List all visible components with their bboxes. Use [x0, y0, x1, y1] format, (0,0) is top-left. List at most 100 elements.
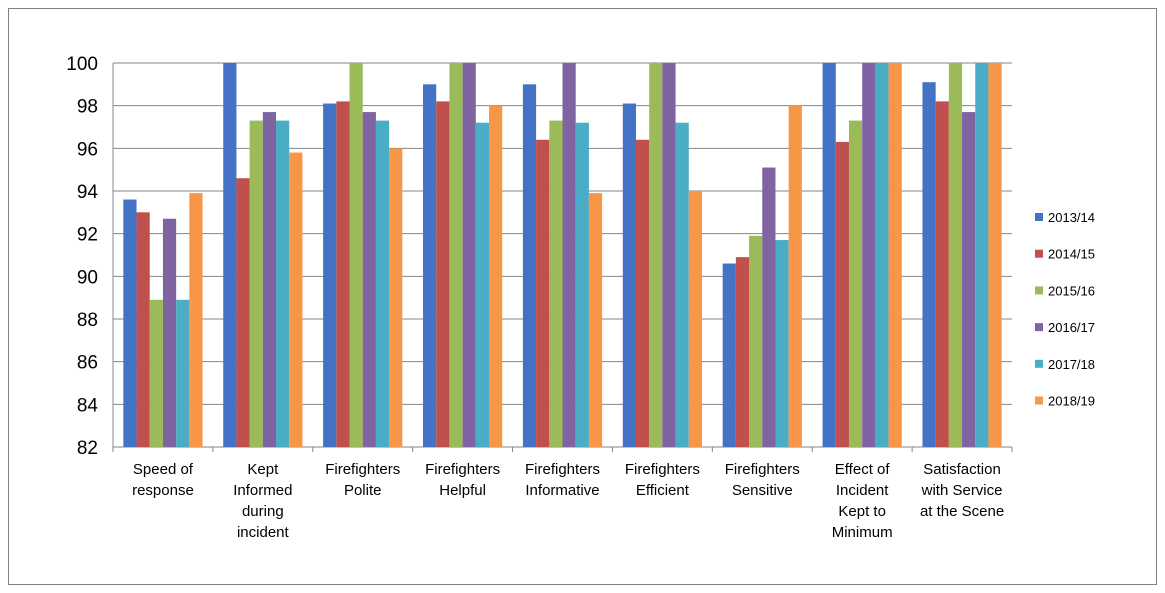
bar [489, 105, 503, 448]
x-category-label-line: Kept [247, 461, 279, 478]
x-category-label-line: Effect of [835, 461, 891, 478]
legend-label: 2015/16 [1048, 283, 1095, 298]
legend-label: 2014/15 [1048, 247, 1095, 262]
bar [189, 193, 203, 447]
bar [749, 235, 763, 447]
x-category-label-line: Firefighters [325, 461, 400, 478]
y-tick-label: 96 [77, 139, 98, 160]
bar [575, 122, 589, 447]
legend-swatch [1035, 396, 1043, 405]
x-category-label-line: Efficient [636, 482, 690, 499]
x-category-label: Effect of Incident Kept to Minimum [832, 461, 893, 541]
x-category-label-line: with Service [921, 482, 1003, 499]
y-tick-label: 82 [77, 438, 98, 459]
bar [822, 63, 836, 447]
bar [948, 63, 963, 447]
y-tick-label: 92 [77, 225, 98, 246]
legend-label: 2018/19 [1048, 394, 1095, 409]
x-category-label-line: Speed of [133, 461, 194, 478]
bar [536, 139, 550, 448]
bar [389, 148, 403, 448]
bar [262, 112, 277, 448]
bar [888, 63, 902, 447]
bar [176, 299, 190, 447]
bar [735, 257, 750, 447]
bar [375, 120, 390, 447]
legend-label: 2016/17 [1048, 320, 1095, 335]
bar [722, 263, 736, 447]
x-category-label: Firefighters Efficient [625, 461, 700, 499]
bar [149, 299, 163, 447]
legend-swatch [1035, 359, 1043, 368]
bar [123, 199, 137, 447]
bar [775, 240, 789, 447]
bar [549, 120, 563, 447]
bar [449, 63, 463, 447]
y-tick-label: 84 [77, 395, 99, 416]
y-tick-label: 86 [77, 353, 98, 374]
bar [922, 82, 936, 447]
bar [675, 122, 689, 447]
y-tick-label: 94 [77, 182, 99, 203]
x-category-label-line: Incident [836, 482, 889, 499]
x-category-label-line: at the Scene [920, 503, 1004, 520]
x-category-label-line: response [132, 482, 194, 499]
legend-swatch [1035, 286, 1043, 295]
y-tick-label: 90 [77, 267, 98, 288]
x-category-label: Firefighters Sensitive [725, 461, 800, 499]
bar [249, 120, 263, 447]
bar [875, 63, 889, 447]
x-category-label-line: Sensitive [732, 482, 793, 499]
x-category-label-line: Informative [525, 482, 599, 499]
bar [236, 178, 250, 447]
x-category-label-line: Kept to [838, 503, 886, 520]
bar [289, 152, 303, 447]
bar [136, 212, 150, 447]
bar [762, 167, 776, 448]
bar [622, 103, 636, 448]
bar [962, 112, 976, 448]
bar [975, 63, 989, 447]
x-category-label-line: Firefighters [425, 461, 500, 478]
x-category-label-line: Firefighters [525, 461, 600, 478]
bar [935, 101, 949, 448]
bar [223, 63, 237, 447]
x-category-label-line: Polite [344, 482, 382, 499]
legend-label: 2013/14 [1048, 210, 1095, 225]
y-tick-label: 98 [77, 97, 98, 118]
bar [423, 84, 437, 447]
bar [349, 63, 363, 447]
x-category-label-line: Satisfaction [923, 461, 1001, 478]
x-category-label: Firefighters Helpful [425, 461, 500, 499]
bar [462, 63, 476, 447]
bar [848, 120, 863, 447]
x-category-label-line: Firefighters [625, 461, 700, 478]
x-category-label: Firefighters Informative [525, 461, 600, 499]
bar [475, 122, 490, 447]
x-category-label: Kept Informed during incident [233, 461, 292, 541]
bar [336, 101, 350, 448]
x-category-label: Firefighters Polite [325, 461, 400, 499]
bar [562, 63, 576, 447]
bar [688, 191, 702, 447]
bar [649, 63, 663, 447]
bar [522, 84, 537, 447]
bar [162, 218, 177, 447]
x-category-label-line: incident [237, 524, 290, 541]
y-tick-label: 88 [77, 310, 98, 331]
legend-swatch [1035, 249, 1043, 258]
x-category-label-line: Informed [233, 482, 292, 499]
bar [835, 141, 849, 447]
x-category-label: Speed of response [132, 461, 194, 499]
legend-swatch [1035, 323, 1043, 332]
x-category-label: Satisfaction with Service at the Scene [920, 461, 1004, 520]
y-tick-label: 100 [66, 54, 98, 75]
x-category-label-line: Helpful [439, 482, 486, 499]
x-category-label-line: Minimum [832, 524, 893, 541]
bar [362, 112, 376, 448]
bar [988, 63, 1002, 447]
x-category-label-line: Firefighters [725, 461, 800, 478]
legend-label: 2017/18 [1048, 357, 1095, 372]
legend-swatch [1035, 213, 1043, 221]
x-category-label-line: during [242, 503, 284, 520]
